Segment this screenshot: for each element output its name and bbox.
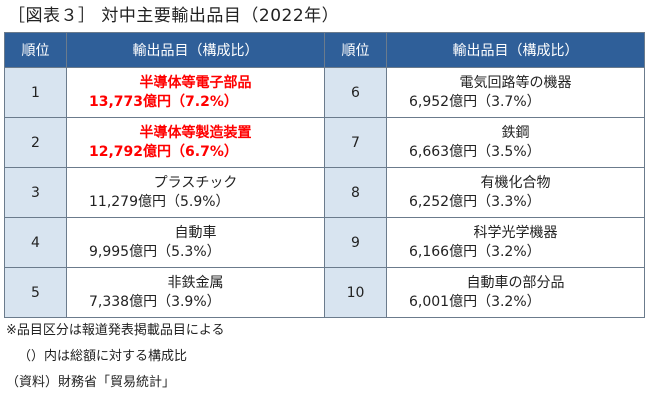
item-cell: 半導体等製造装置 12,792億円（6.7%） (66, 117, 325, 168)
item-name: 電気回路等の機器 (459, 74, 572, 91)
rank-cell: 6 (324, 67, 387, 118)
item-name: 非鉄金属 (167, 274, 224, 291)
item-cell: 半導体等電子部品 13,773億円（7.2%） (66, 67, 325, 118)
item-name: 半導体等製造装置 (139, 124, 252, 141)
header-rank-right: 順位 (324, 32, 387, 68)
rank-cell: 4 (4, 217, 67, 268)
item-value: 12,792億円（6.7%） (89, 143, 238, 160)
item-name: 有機化合物 (480, 174, 551, 191)
item-cell: 非鉄金属 7,338億円（3.9%） (66, 267, 325, 318)
header-rank-left: 順位 (4, 32, 67, 68)
footnote-composition: （）内は総額に対する構成比 (18, 349, 188, 364)
item-value: 6,252億円（3.3%） (409, 193, 541, 210)
rank-cell: 3 (4, 167, 67, 218)
rank-cell: 2 (4, 117, 67, 168)
item-value: 6,663億円（3.5%） (409, 143, 541, 160)
table-row: 3 プラスチック 11,279億円（5.9%） 8 有機化合物 6,252億円（3.3%） (4, 167, 645, 218)
rank-cell: 8 (324, 167, 387, 218)
footnote-source: （資料）財務省「貿易統計」 (6, 375, 176, 390)
rank-cell: 5 (4, 267, 67, 318)
item-name: プラスチック (153, 174, 238, 191)
rank-cell: 1 (4, 67, 67, 118)
table-row: 2 半導体等製造装置 12,792億円（6.7%） 7 鉄鋼 6,663億円（3.5%） (4, 117, 645, 168)
item-value: 7,338億円（3.9%） (89, 293, 221, 310)
item-value: 6,001億円（3.2%） (409, 293, 541, 310)
item-name: 鉄鋼 (501, 124, 530, 141)
item-cell: 自動車 9,995億円（5.3%） (66, 217, 325, 268)
table-row: 5 非鉄金属 7,338億円（3.9%） 10 自動車の部分品 6,001億円（3.2%） (4, 267, 645, 318)
export-items-table: 順位 輸出品目（構成比） 順位 輸出品目（構成比） 1 半導体等電子部品 13,77… (4, 32, 645, 318)
table-row: 1 半導体等電子部品 13,773億円（7.2%） 6 電気回路等の機器 6,952億円（… (4, 67, 645, 118)
item-name: 自動車の部分品 (466, 274, 565, 291)
item-name: 半導体等電子部品 (139, 74, 252, 91)
table-header-row: 順位 輸出品目（構成比） 順位 輸出品目（構成比） (4, 32, 645, 68)
rank-cell: 7 (324, 117, 387, 168)
footnotes: ※品目区分は報道発表掲載品目による （）内は総額に対する構成比 （資料）財務省「… (6, 318, 225, 396)
header-item-left: 輸出品目（構成比） (66, 32, 325, 68)
item-name: 自動車 (174, 224, 217, 241)
table-row: 4 自動車 9,995億円（5.3%） 9 科学光学機器 6,166億円（3.2%） (4, 217, 645, 268)
item-cell: 鉄鋼 6,663億円（3.5%） (386, 117, 645, 168)
item-value: 13,773億円（7.2%） (89, 93, 238, 110)
item-name: 科学光学機器 (473, 224, 558, 241)
item-cell: 有機化合物 6,252億円（3.3%） (386, 167, 645, 218)
item-cell: プラスチック 11,279億円（5.9%） (66, 167, 325, 218)
item-value: 11,279億円（5.9%） (89, 193, 230, 210)
item-cell: 電気回路等の機器 6,952億円（3.7%） (386, 67, 645, 118)
header-item-right: 輸出品目（構成比） (386, 32, 645, 68)
item-value: 6,952億円（3.7%） (409, 93, 541, 110)
item-cell: 科学光学機器 6,166億円（3.2%） (386, 217, 645, 268)
figure-title: ［図表３］ 対中主要輸出品目（2022年） (8, 6, 340, 26)
item-value: 9,995億円（5.3%） (89, 243, 221, 260)
item-value: 6,166億円（3.2%） (409, 243, 541, 260)
rank-cell: 10 (324, 267, 387, 318)
rank-cell: 9 (324, 217, 387, 268)
item-cell: 自動車の部分品 6,001億円（3.2%） (386, 267, 645, 318)
footnote-classification: ※品目区分は報道発表掲載品目による (6, 323, 225, 338)
